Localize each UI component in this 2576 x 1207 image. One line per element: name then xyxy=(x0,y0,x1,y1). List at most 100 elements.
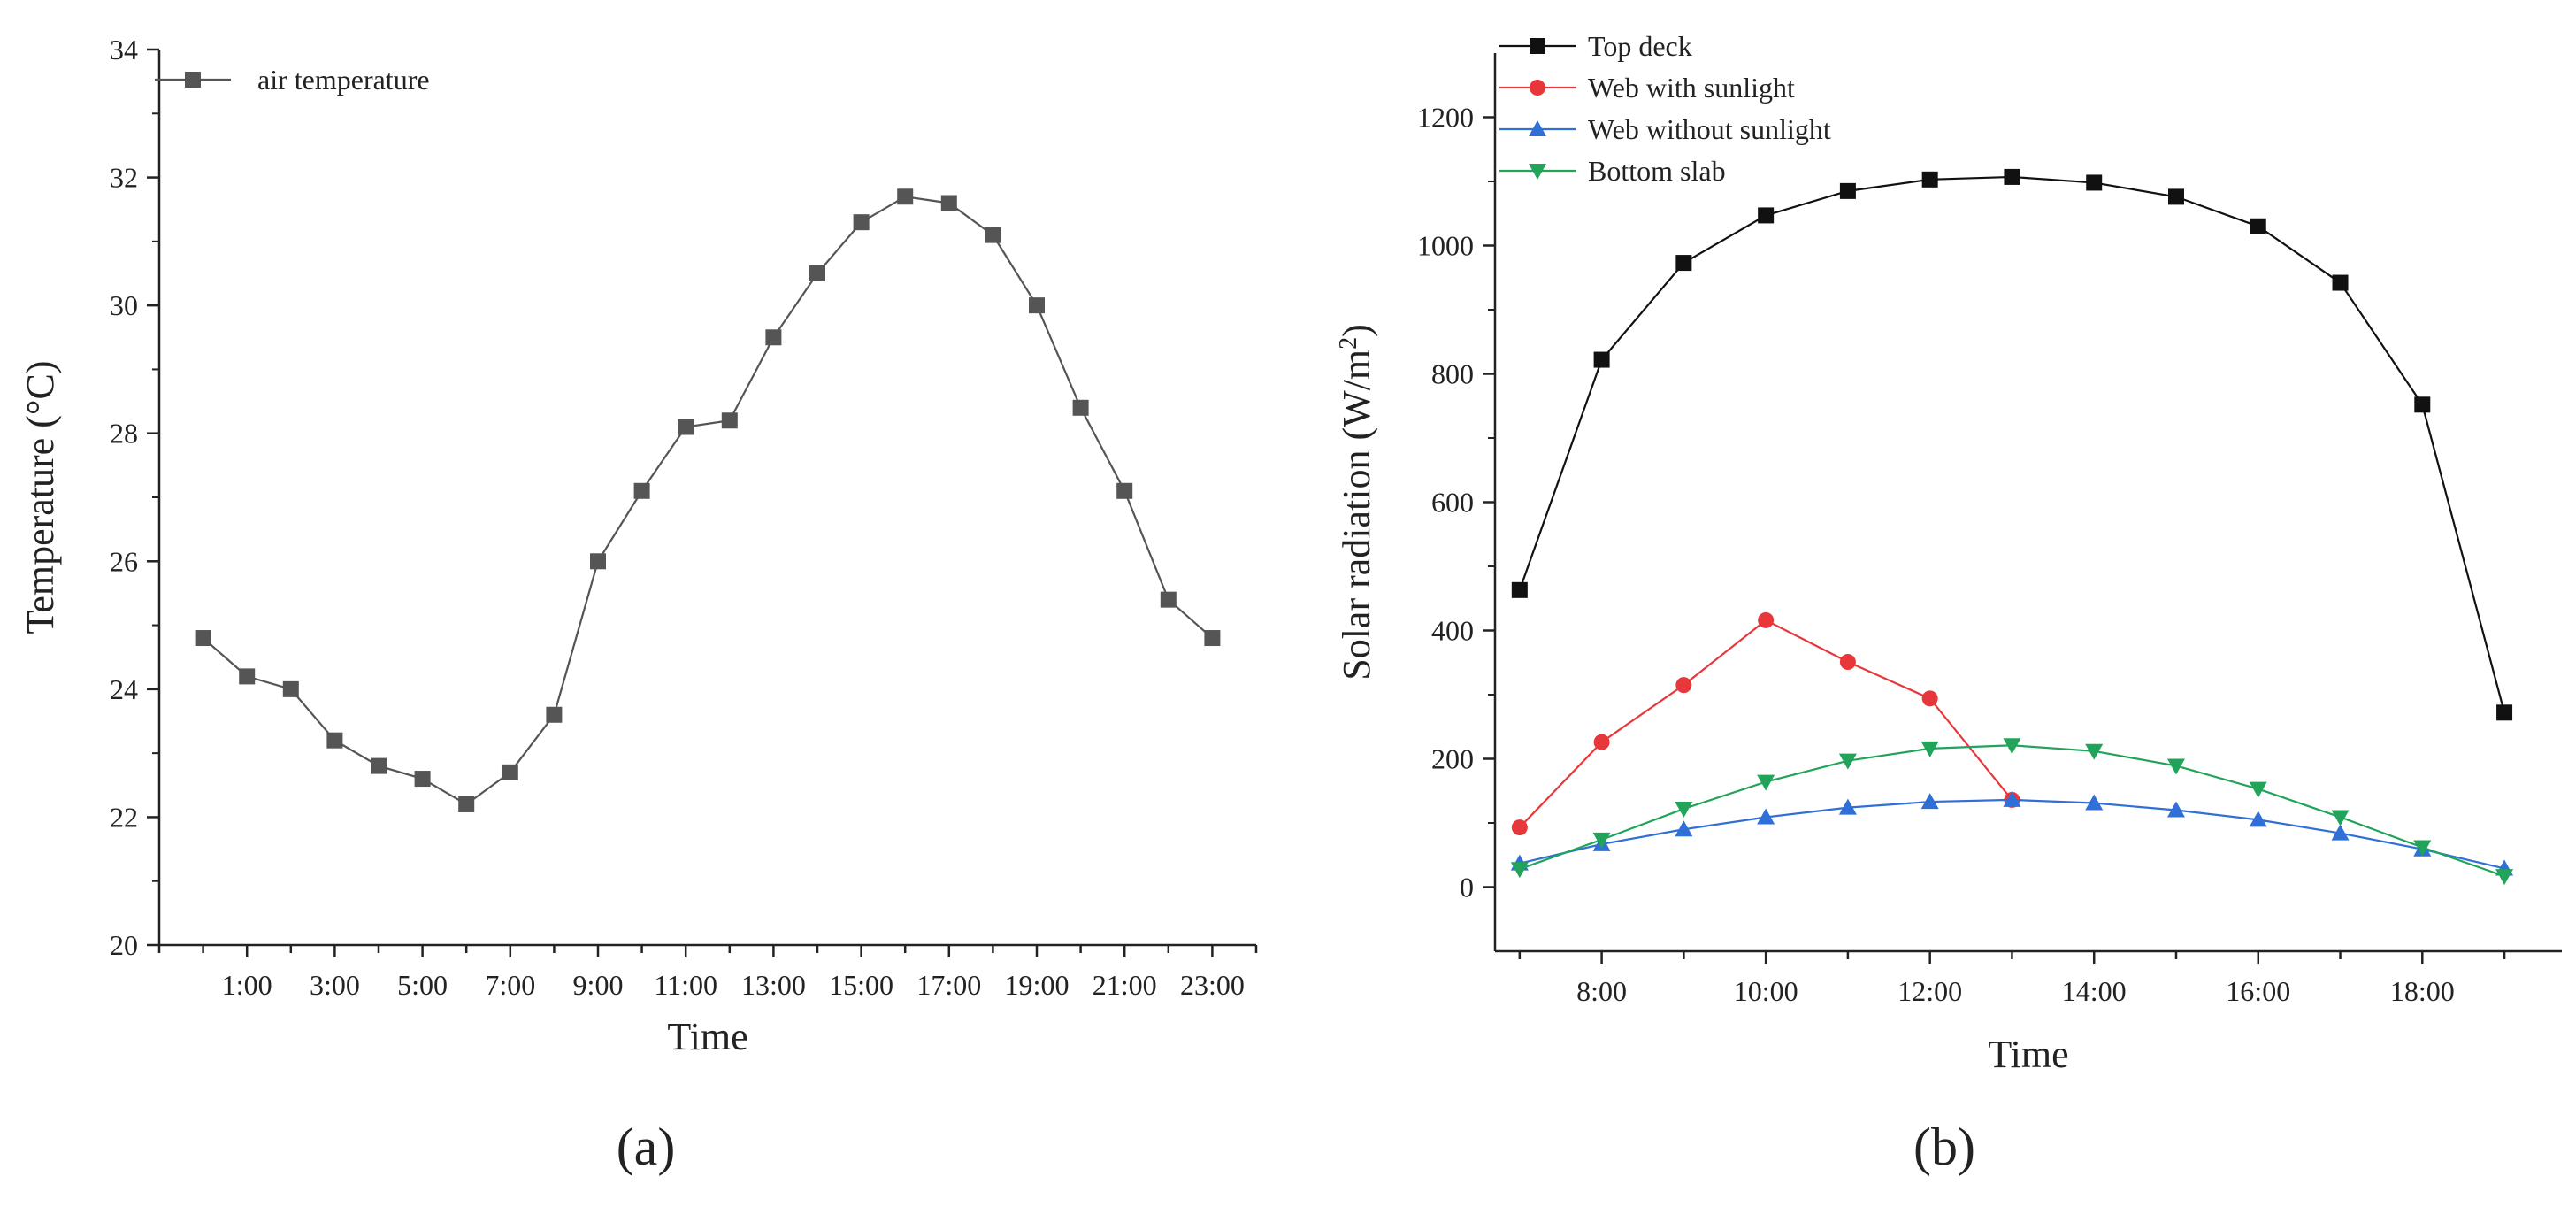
data-point xyxy=(2085,794,2104,811)
panel-b-label: (b) xyxy=(1913,1118,1975,1176)
x-tick-label: 23:00 xyxy=(1180,969,1245,1001)
x-tick-label: 1:00 xyxy=(222,969,272,1001)
data-point xyxy=(1029,297,1045,314)
data-point xyxy=(2167,188,2184,205)
data-point xyxy=(985,227,1001,243)
panel-a-axes xyxy=(157,50,1256,947)
panel-a-legend: air temperature xyxy=(155,64,430,96)
data-point xyxy=(2166,801,2185,818)
panel-a-series xyxy=(195,188,1221,812)
panel-b-x-axis-title: Time xyxy=(1988,1033,2068,1076)
x-tick-label: 11:00 xyxy=(654,969,717,1001)
data-point xyxy=(1160,591,1177,608)
data-point xyxy=(1511,819,1528,836)
data-point xyxy=(1921,171,1938,188)
legend-label: Top deck xyxy=(1588,30,1692,62)
y-tick-label: 22 xyxy=(110,801,138,833)
data-point xyxy=(1757,808,1775,825)
legend-entry: Web without sunlight xyxy=(1499,113,1831,145)
y-tick-label: 1000 xyxy=(1417,230,1474,262)
series-line xyxy=(1518,175,2506,713)
x-tick-label: 10:00 xyxy=(1734,975,1798,1007)
data-point xyxy=(897,188,914,205)
data-point xyxy=(502,764,518,780)
x-tick-label: 5:00 xyxy=(397,969,448,1001)
legend-label: Web without sunlight xyxy=(1588,113,1831,145)
data-point xyxy=(1204,630,1221,647)
data-point xyxy=(326,732,343,749)
legend-entry: air temperature xyxy=(155,64,430,96)
data-point xyxy=(1675,255,1692,272)
legend-marker xyxy=(1529,120,1546,136)
data-point xyxy=(2250,218,2266,234)
panel-a-temperature-chart: 20 22 24 26 28 30 32 34 1:00 3:00 5:00 7:00 9:00 11:0… xyxy=(19,34,1258,1176)
data-point xyxy=(1593,351,1610,368)
data-point xyxy=(1838,753,1857,770)
data-point xyxy=(2414,396,2431,413)
panel-b-solar-radiation-chart: 0 200 400 600 800 1000 1200 8:00 10:00 12:00 14:00… xyxy=(1335,30,2562,1176)
data-point xyxy=(2496,869,2514,886)
panel-b-ticks: 0 200 400 600 800 1000 1200 8:00 10:00 12:00 14:00… xyxy=(1417,102,2506,1007)
y-tick-label: 800 xyxy=(1431,358,1474,390)
data-point xyxy=(2331,824,2350,841)
y-tick-label: 32 xyxy=(110,162,138,194)
x-tick-label: 12:00 xyxy=(1898,975,1962,1007)
legend-marker xyxy=(1530,38,1545,54)
y-tick-label: 400 xyxy=(1431,615,1474,647)
panel-b-y-axis-title-close: ) xyxy=(1335,324,1378,337)
data-point xyxy=(1920,741,1939,757)
y-tick-label: 0 xyxy=(1460,872,1474,903)
data-point xyxy=(2003,738,2021,755)
data-point xyxy=(414,771,431,788)
data-point xyxy=(1758,207,1775,224)
data-point xyxy=(1757,774,1775,791)
series-line xyxy=(1519,619,2013,828)
data-point xyxy=(853,214,870,231)
data-point xyxy=(1072,399,1089,416)
x-tick-label: 17:00 xyxy=(916,969,981,1001)
x-tick-label: 3:00 xyxy=(310,969,360,1001)
data-point xyxy=(1920,793,1939,810)
x-tick-label: 13:00 xyxy=(741,969,806,1001)
legend-label: air temperature xyxy=(257,64,430,96)
panel-a-ticks: 20 22 24 26 28 30 32 34 1:00 3:00 5:00 7:00 9:00 11:0… xyxy=(110,34,1258,1001)
x-tick-label: 8:00 xyxy=(1576,975,1627,1007)
data-point xyxy=(1838,798,1857,815)
series-bottom-slab xyxy=(1510,738,2514,886)
data-point xyxy=(2003,790,2021,807)
data-point xyxy=(1116,482,1133,499)
panel-b-axes xyxy=(1493,53,2562,953)
data-point xyxy=(1839,654,1856,671)
data-point xyxy=(2085,743,2104,760)
data-point xyxy=(1593,734,1610,750)
y-tick-label: 200 xyxy=(1431,743,1474,775)
y-tick-label: 30 xyxy=(110,289,138,321)
data-point xyxy=(2086,174,2103,191)
data-point xyxy=(546,706,563,723)
data-point xyxy=(678,419,694,435)
data-point xyxy=(239,668,256,685)
data-point xyxy=(1758,611,1775,628)
data-point xyxy=(765,329,782,346)
x-tick-label: 14:00 xyxy=(2062,975,2127,1007)
series-top-deck xyxy=(1511,168,2513,721)
x-tick-label: 18:00 xyxy=(2390,975,2455,1007)
y-tick-label: 34 xyxy=(110,34,138,65)
data-point xyxy=(2166,758,2185,775)
series-line xyxy=(202,196,1214,806)
panel-a-y-axis-title: Temperature (°C) xyxy=(19,361,62,634)
y-tick-label: 28 xyxy=(110,418,138,450)
series-web-without-sunlight xyxy=(1510,790,2514,876)
y-tick-label: 26 xyxy=(110,545,138,577)
data-point xyxy=(1511,581,1528,598)
panel-b-legend: Top deck Web with sunlight Web without sun… xyxy=(1499,30,1831,187)
legend-marker xyxy=(1530,80,1545,96)
data-point xyxy=(633,482,650,499)
data-point xyxy=(809,265,825,281)
data-point xyxy=(1839,182,1856,199)
data-point xyxy=(1510,862,1529,879)
data-point xyxy=(1921,690,1938,707)
data-point xyxy=(590,553,606,570)
legend-entry: Web with sunlight xyxy=(1499,72,1795,104)
